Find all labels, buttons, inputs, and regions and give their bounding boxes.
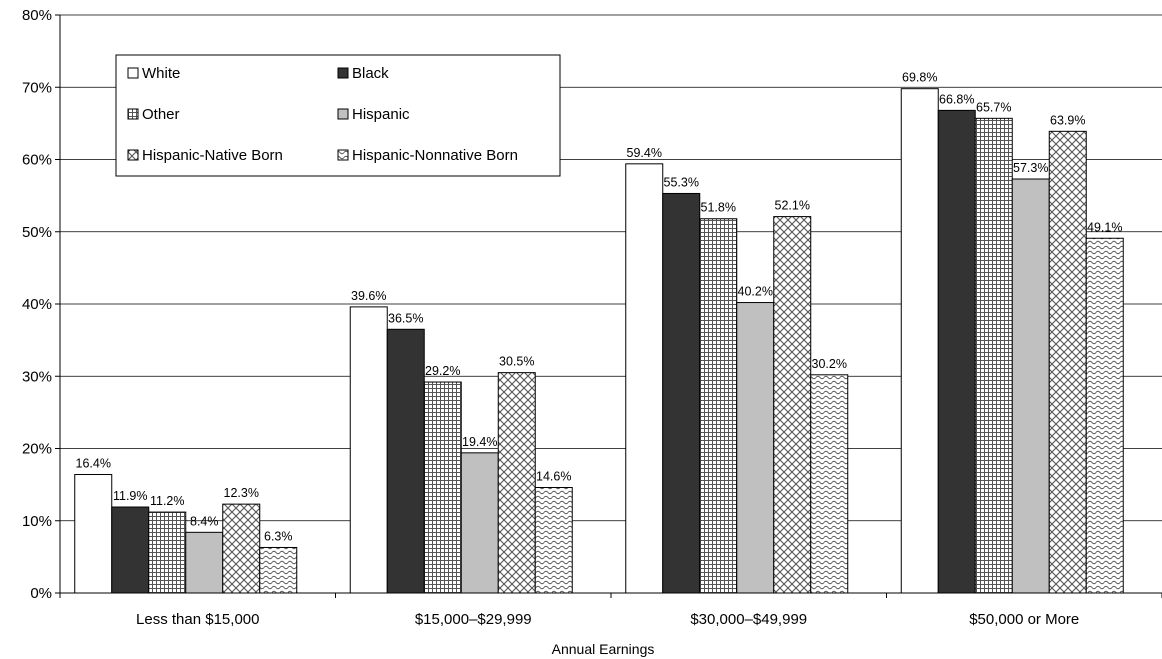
legend-swatch [337, 67, 349, 79]
bar [773, 216, 812, 594]
bar [810, 374, 849, 594]
bar [1085, 237, 1124, 594]
legend: White Black Other Hispanic Hispanic-Native B… [115, 54, 561, 177]
bar [259, 546, 298, 594]
bar [974, 117, 1013, 594]
x-axis-title: Annual Earnings [552, 641, 655, 657]
bar [699, 218, 738, 594]
bar [900, 88, 939, 594]
bar [460, 452, 499, 594]
legend-label: Other [142, 106, 180, 123]
legend-swatch [127, 149, 139, 161]
x-tick-label: Less than $15,000 [136, 611, 259, 628]
data-label: 29.2% [425, 364, 460, 378]
data-label: 55.3% [664, 175, 699, 189]
legend-swatch [127, 108, 139, 120]
data-label: 69.8% [902, 71, 937, 85]
bar [222, 503, 261, 594]
bar [148, 511, 187, 594]
y-tick-label: 80% [22, 7, 52, 24]
data-label: 57.3% [1013, 161, 1048, 175]
legend-label: Hispanic-Native Born [142, 147, 283, 164]
data-label: 6.3% [264, 529, 293, 543]
bar [662, 192, 701, 594]
x-tick-label: $15,000–$29,999 [415, 611, 532, 628]
bar [937, 109, 976, 594]
bar [534, 487, 573, 594]
y-tick-label: 30% [22, 368, 52, 385]
y-tick-label: 20% [22, 441, 52, 458]
y-tick-label: 10% [22, 513, 52, 530]
y-tick-label: 60% [22, 152, 52, 169]
data-label: 51.8% [701, 201, 736, 215]
data-label: 66.8% [939, 92, 974, 106]
legend-label: White [142, 65, 180, 82]
data-label: 12.3% [224, 486, 259, 500]
bar [497, 372, 536, 594]
legend-swatch [337, 149, 349, 161]
y-tick-label: 40% [22, 296, 52, 313]
data-label: 40.2% [738, 285, 773, 299]
data-label: 11.2% [150, 494, 185, 508]
y-tick-label: 70% [22, 79, 52, 96]
legend-label: Black [352, 65, 389, 82]
data-label: 30.2% [812, 357, 847, 371]
legend-swatch [337, 108, 349, 120]
y-tick-label: 0% [30, 585, 52, 602]
data-label: 11.9% [113, 489, 148, 503]
bar [1011, 178, 1050, 594]
bar [736, 302, 775, 594]
x-tick-label: $50,000 or More [969, 611, 1079, 628]
data-label: 8.4% [190, 514, 219, 528]
legend-label: Hispanic [352, 106, 410, 123]
bar [625, 163, 664, 594]
legend-label: Hispanic-Nonnative Born [352, 147, 518, 164]
bar [1048, 130, 1087, 594]
bar [423, 381, 462, 594]
legend-swatch [127, 67, 139, 79]
data-label: 19.4% [462, 435, 497, 449]
data-label: 65.7% [976, 100, 1011, 114]
data-label: 59.4% [627, 146, 662, 160]
bar [111, 506, 150, 594]
data-labels: 16.4% 39.6% 59.4% 69.8% 11.9% 36.5% 55.3% 66.8%… [76, 71, 1123, 544]
y-tick-label: 50% [22, 224, 52, 241]
data-label: 52.1% [775, 199, 810, 213]
data-label: 16.4% [76, 457, 111, 471]
bar [349, 306, 388, 594]
data-label: 30.5% [499, 355, 534, 369]
data-label: 63.9% [1050, 113, 1085, 127]
data-label: 14.6% [536, 470, 571, 484]
y-axis: 0% 10% 20% 30% 40% 50% 60% 70% 80% [22, 7, 61, 602]
bars [74, 88, 1124, 594]
x-tick-label: $30,000–$49,999 [690, 611, 807, 628]
bar [185, 531, 224, 594]
data-label: 39.6% [351, 289, 386, 303]
bar [74, 474, 113, 594]
bar [386, 328, 425, 594]
data-label: 36.5% [388, 311, 423, 325]
x-axis: Less than $15,000 $15,000–$29,999 $30,000–… [59, 592, 1162, 628]
data-label: 49.1% [1087, 220, 1122, 234]
